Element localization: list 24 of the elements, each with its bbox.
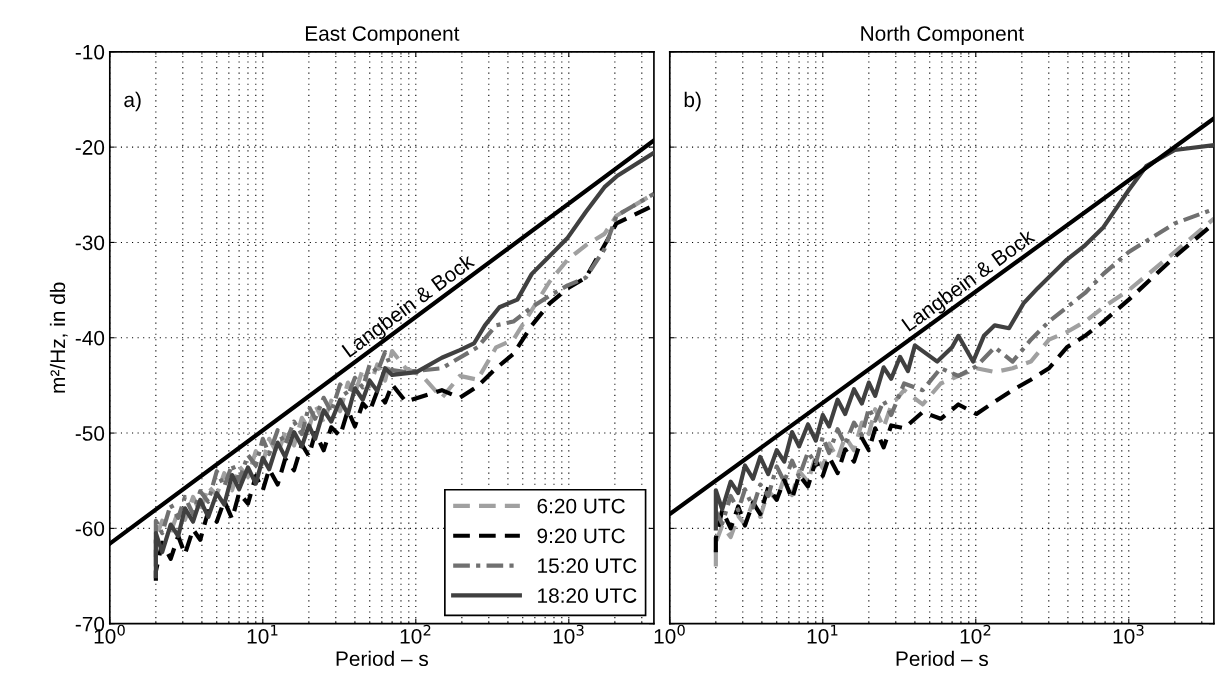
legend-label: 6:20 UTC <box>537 498 625 514</box>
x-tick-label: 10$^{3}$ <box>1113 624 1144 644</box>
legend-label: 18:20 UTC <box>538 588 637 603</box>
chart-title: East Component <box>305 26 460 46</box>
y-tick-label: -60 <box>75 521 105 537</box>
x-tick-label: 10$^{2}$ <box>960 624 991 644</box>
x-tick-label: 10$^{2}$ <box>400 624 431 644</box>
annotation: a) <box>124 91 141 112</box>
chart-title: North Component <box>861 25 1024 46</box>
y-tick-label: -40 <box>75 330 105 346</box>
y-tick-label: -10 <box>75 44 105 60</box>
legend-label: 9:20 UTC <box>537 528 625 544</box>
x-tick-label: 10$^{3}$ <box>553 624 584 644</box>
y-tick-label: -50 <box>75 426 105 441</box>
x-axis-title: Period – s <box>896 650 988 667</box>
y-tick-label: -20 <box>75 140 105 155</box>
legend-label: 15:20 UTC <box>538 558 637 574</box>
y-axis-title: m²/Hz, in db <box>49 282 68 393</box>
x-tick-label: 10$^{1}$ <box>807 624 838 644</box>
y-tick-label: -30 <box>75 235 105 251</box>
x-axis-title: Period – s <box>336 650 429 667</box>
x-tick-label: 10$^{0}$ <box>654 624 685 644</box>
annotation: b) <box>684 91 701 112</box>
x-tick-label: 10$^{1}$ <box>247 624 278 644</box>
